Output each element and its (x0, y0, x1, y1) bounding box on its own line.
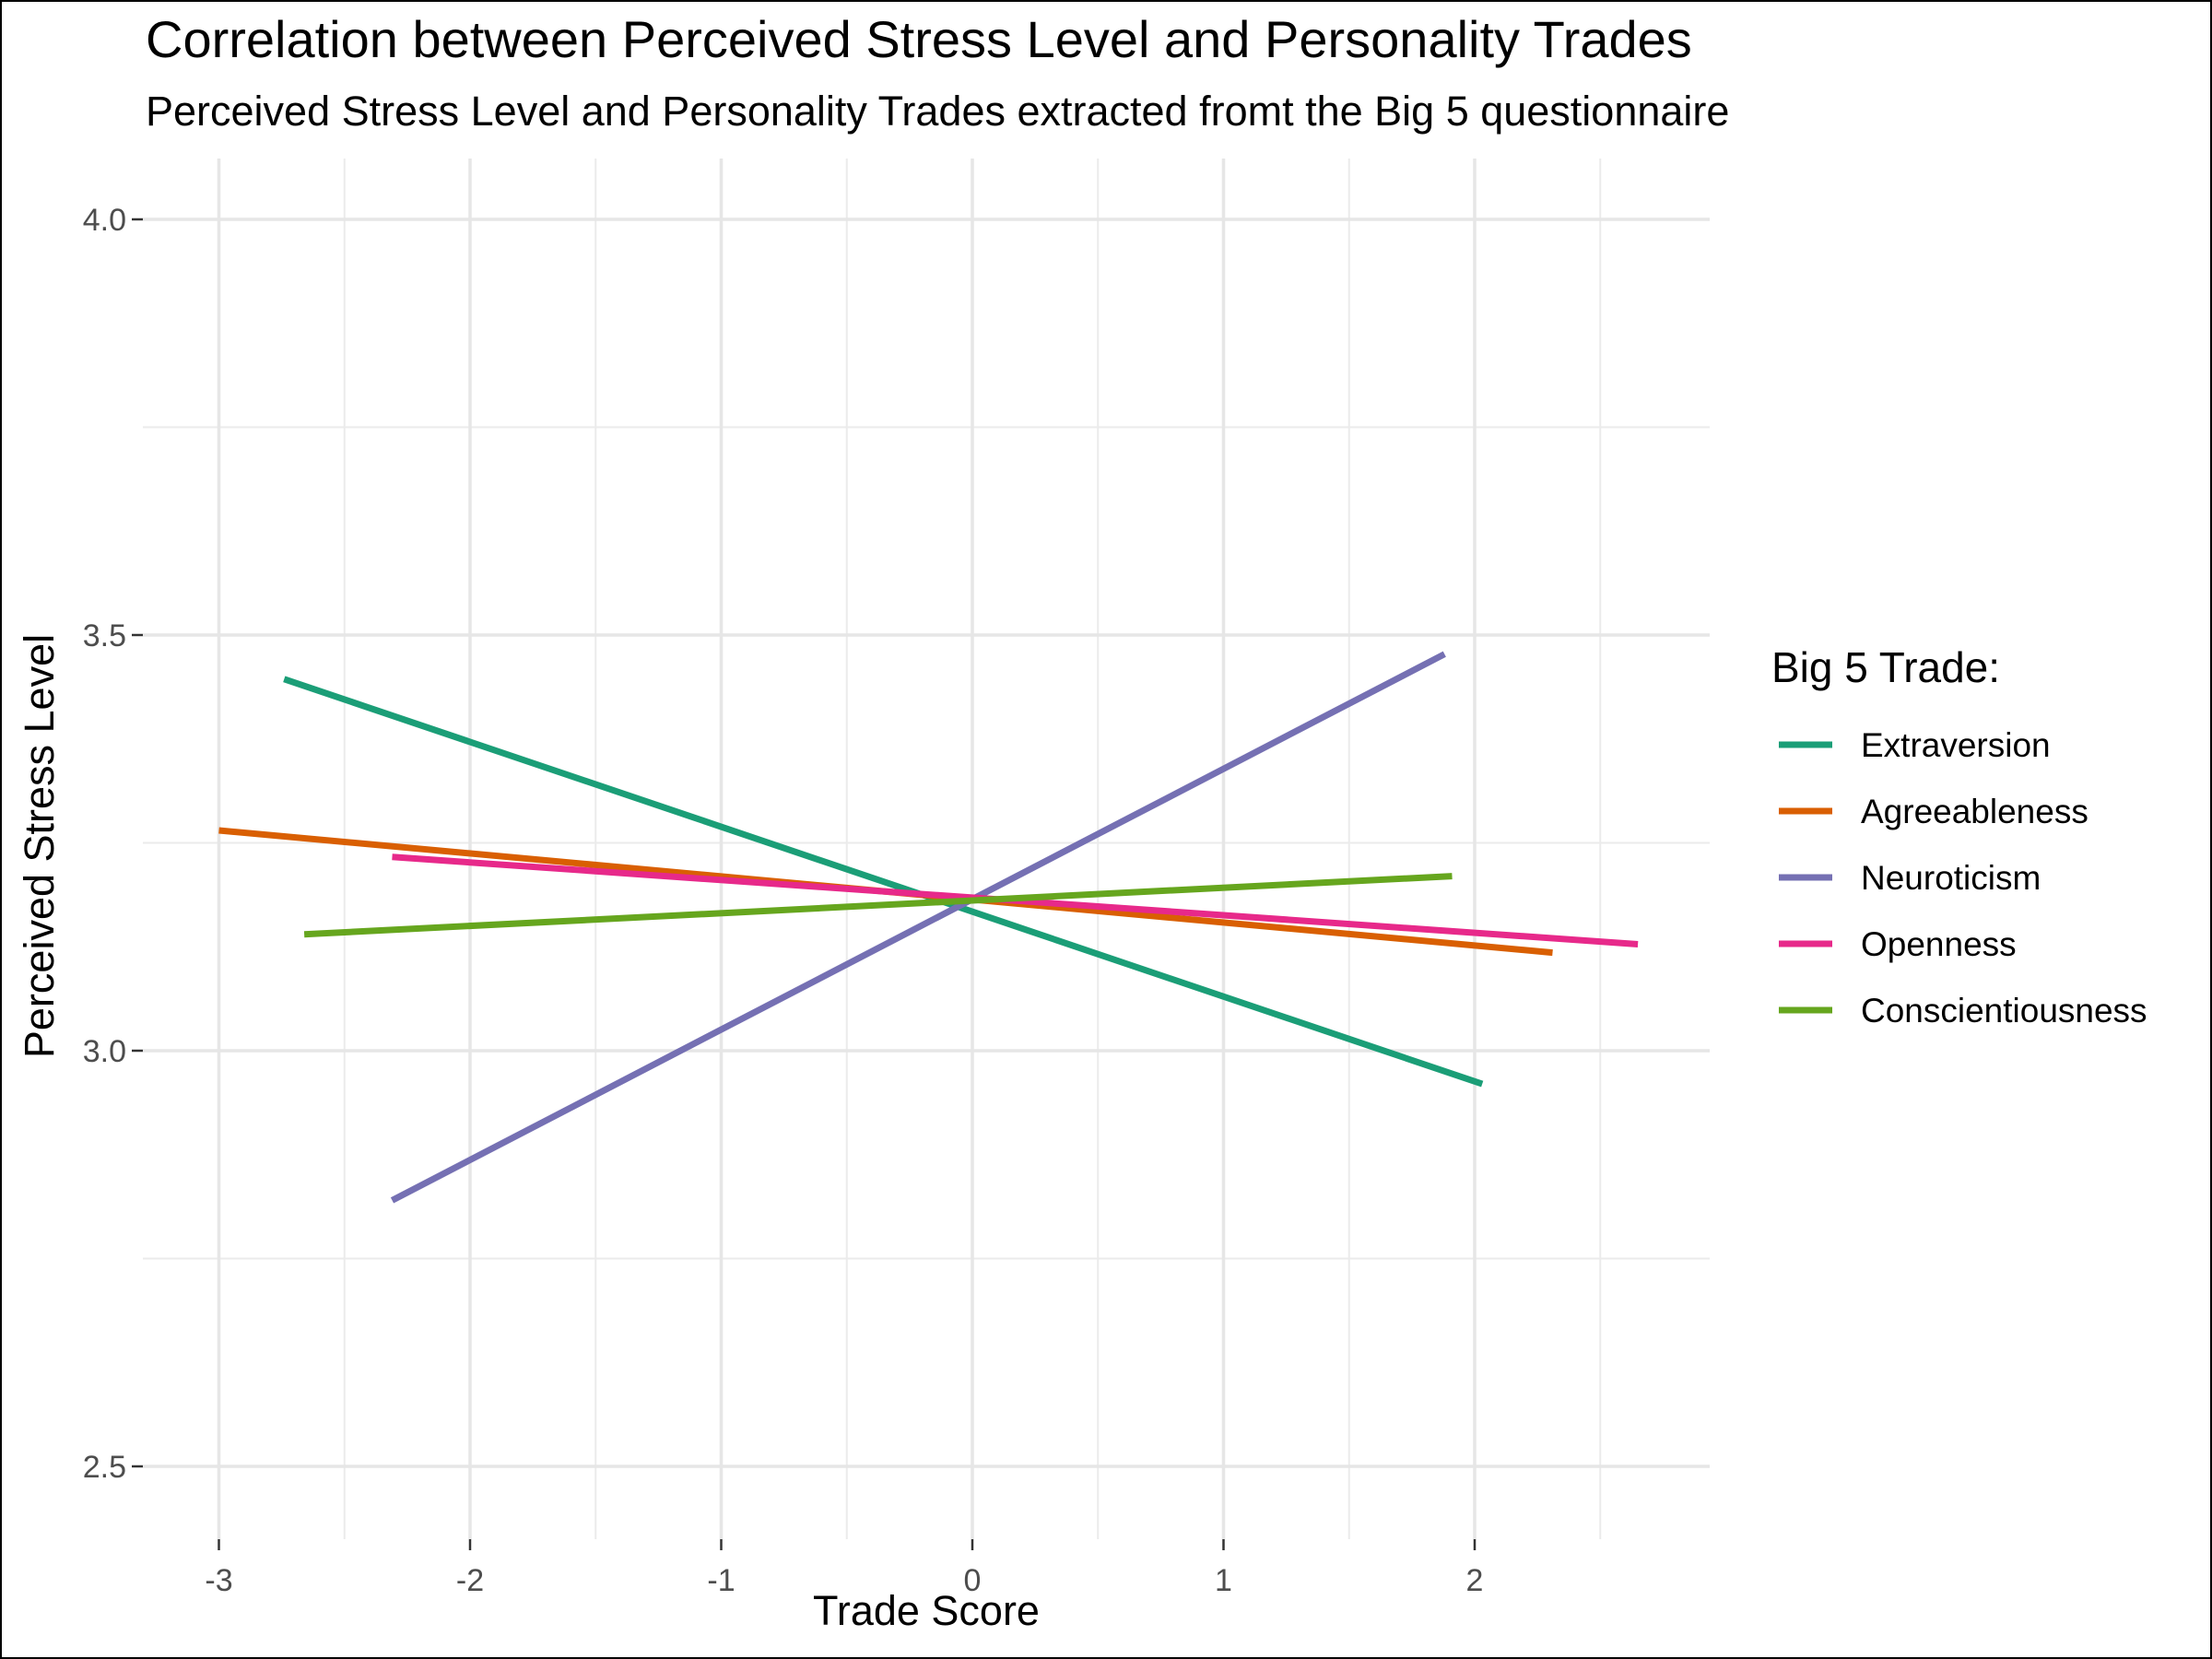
y-tick-label: 4.0 (83, 203, 126, 238)
legend-item-agreeableness: Agreeableness (1779, 793, 2088, 830)
x-tick-labels: -3 -2 -1 0 1 2 (205, 1563, 1483, 1598)
legend-label-conscientiousness: Conscientiousness (1861, 992, 2147, 1030)
x-tick-label: -2 (456, 1563, 484, 1598)
legend-label-neuroticism: Neuroticism (1861, 859, 2041, 897)
axis-ticks (132, 218, 1477, 1550)
y-tick-label: 3.5 (83, 618, 126, 653)
legend-item-conscientiousness: Conscientiousness (1779, 992, 2147, 1030)
series-line-conscientiousness (303, 873, 1453, 938)
y-tick-labels: 2.5 3.0 3.5 4.0 (83, 203, 126, 1485)
x-tick-label: 0 (964, 1563, 982, 1598)
y-axis-title: Perceived Stress Level (16, 634, 63, 1058)
x-tick-label: -3 (205, 1563, 232, 1598)
series-line-extraversion (283, 676, 1484, 1088)
legend: Big 5 Trade: Extraversion Agreeableness Ne… (1771, 643, 2147, 1030)
legend-item-neuroticism: Neuroticism (1779, 859, 2041, 897)
y-tick-label: 2.5 (83, 1450, 126, 1485)
legend-item-extraversion: Extraversion (1779, 726, 2051, 764)
grid-minor (143, 159, 1710, 1539)
x-axis-title: Trade Score (813, 1587, 1040, 1634)
legend-item-openness: Openness (1779, 925, 2017, 963)
chart-subtitle: Perceived Stress Level and Personality T… (146, 88, 1729, 135)
x-tick-label: -1 (707, 1563, 735, 1598)
x-tick-label: 2 (1466, 1563, 1484, 1598)
series-line-neuroticism (390, 651, 1446, 1204)
legend-label-extraversion: Extraversion (1861, 726, 2051, 764)
y-tick-label: 3.0 (83, 1034, 126, 1069)
chart-title: Correlation between Perceived Stress Lev… (146, 10, 1692, 68)
grid-major (143, 159, 1710, 1539)
legend-items: Extraversion Agreeableness Neuroticism Open… (1779, 726, 2147, 1030)
legend-title: Big 5 Trade: (1771, 643, 2000, 691)
series-lines (218, 651, 1639, 1204)
x-tick-label: 1 (1215, 1563, 1232, 1598)
legend-label-agreeableness: Agreeableness (1861, 793, 2088, 830)
legend-label-openness: Openness (1861, 925, 2017, 963)
